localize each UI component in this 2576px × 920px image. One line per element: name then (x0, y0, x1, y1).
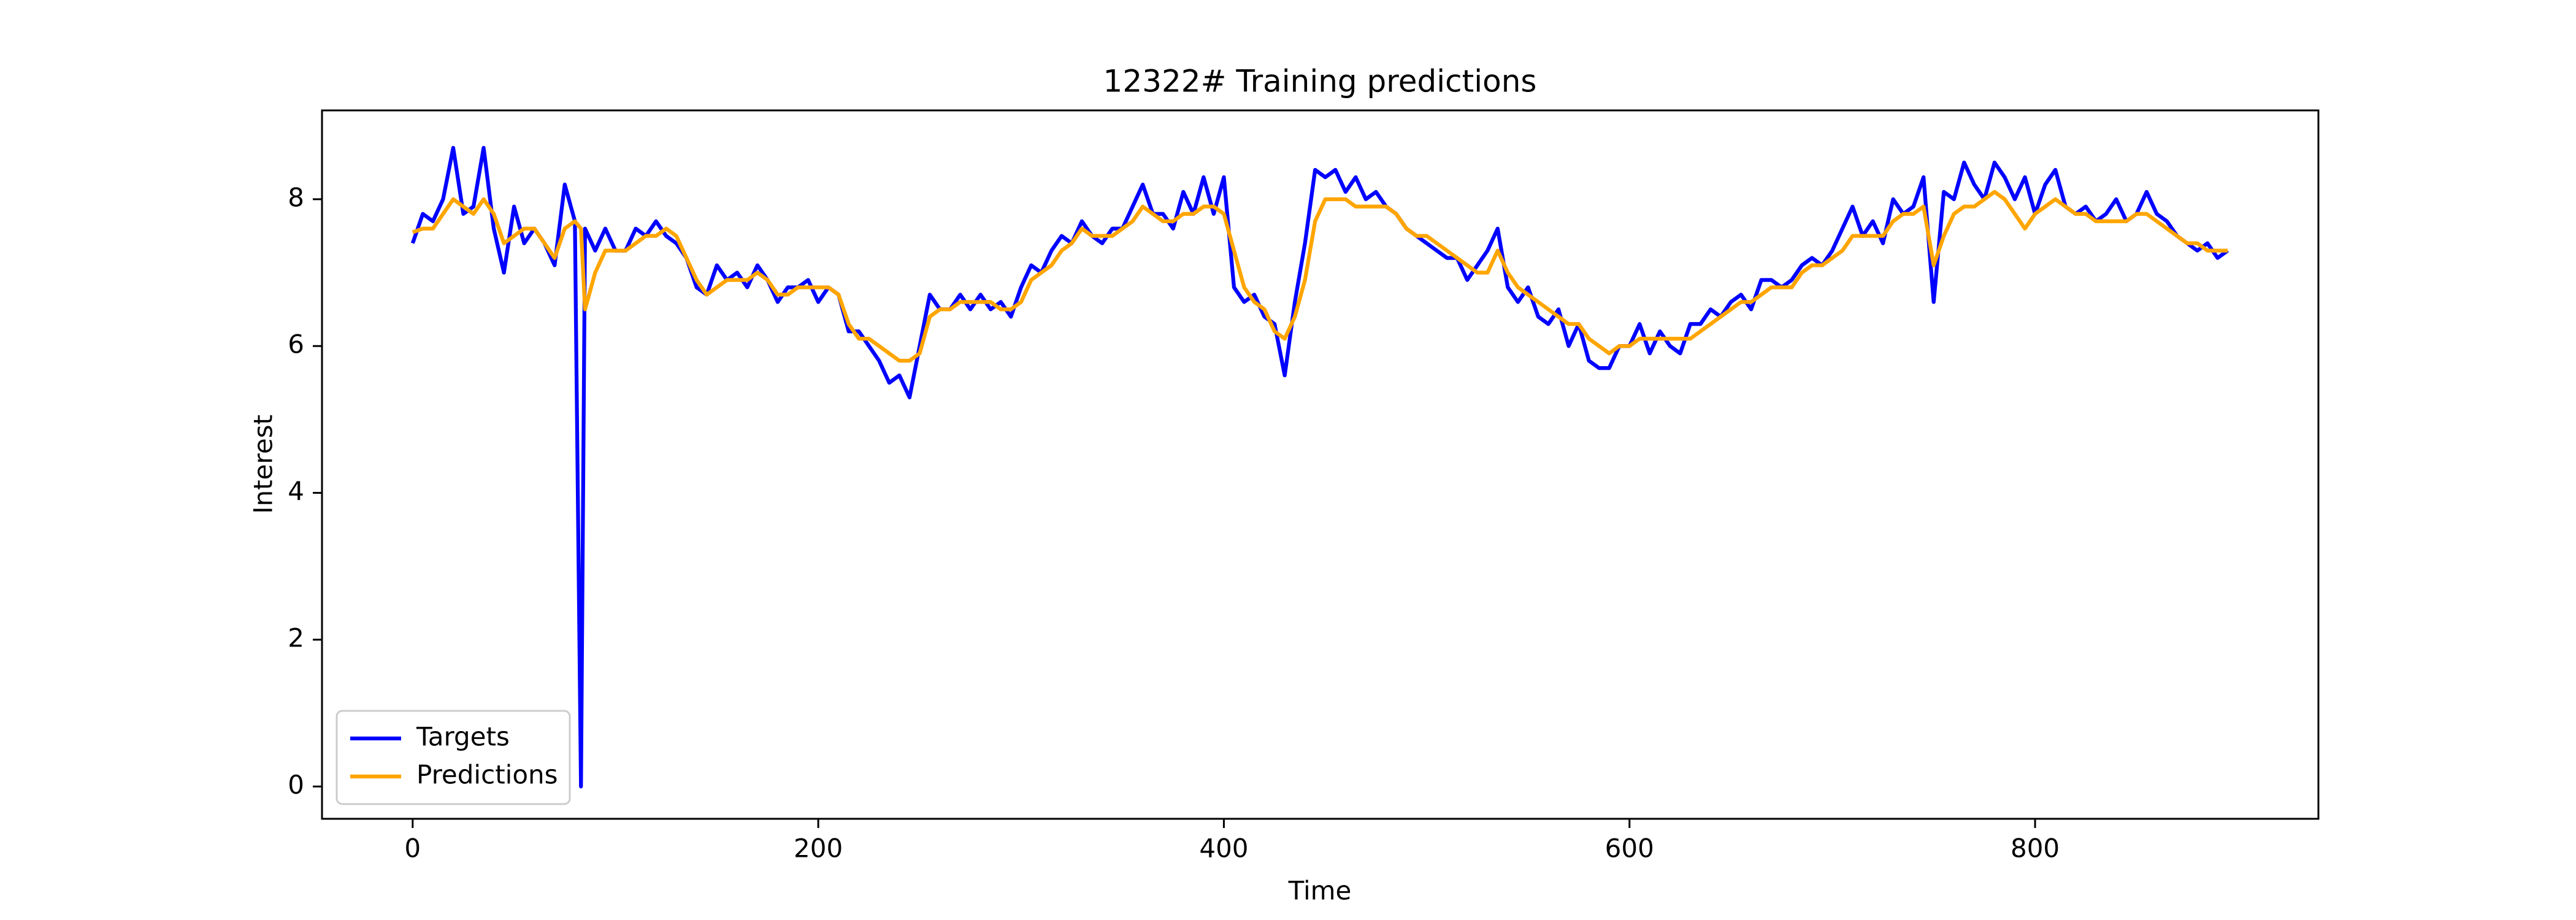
x-tick-label: 200 (794, 834, 843, 864)
x-tick-label: 400 (1199, 834, 1248, 864)
x-tick-label: 0 (404, 834, 421, 864)
y-tick-label: 4 (288, 476, 304, 506)
x-tick-label: 800 (2011, 834, 2060, 864)
plot-frame (321, 109, 2320, 820)
y-axis-label: Interest (248, 415, 278, 514)
x-tick-label: 600 (1605, 834, 1654, 864)
x-axis-label: Time (1288, 876, 1352, 906)
chart-title: 12322# Training predictions (1103, 64, 1537, 99)
y-tick-label: 0 (288, 770, 304, 800)
y-tick-label: 8 (288, 182, 304, 212)
y-tick-label: 2 (288, 623, 304, 653)
data-line (410, 145, 2229, 789)
legend-box (335, 710, 571, 805)
data-line (412, 190, 2228, 363)
plot-area (410, 145, 2229, 789)
legend-label: Predictions (416, 760, 558, 790)
y-tick-label: 6 (288, 329, 304, 359)
legend-label: Targets (416, 722, 510, 752)
